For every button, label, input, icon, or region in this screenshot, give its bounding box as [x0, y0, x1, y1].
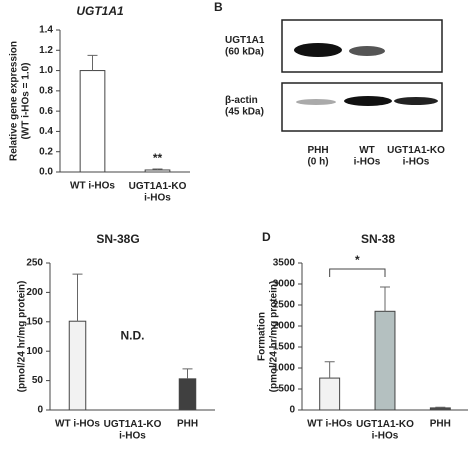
y-tick-label: 250 [26, 258, 43, 269]
chart-title: UGT1A1 [76, 4, 124, 18]
error-bar [324, 361, 335, 379]
y-tick-label: 1.4 [39, 25, 53, 36]
blot-panel: B [214, 0, 443, 132]
y-tick-label: 100 [26, 346, 43, 357]
band [296, 99, 336, 105]
y-axis-label: Relative gene expression [9, 41, 20, 161]
y-tick-label: 2000 [273, 321, 296, 332]
error-bar [72, 273, 83, 322]
x-tick-label: UGT1A1-KO i-HOs [129, 181, 187, 204]
blot-frame [281, 82, 443, 132]
blot-lane-label: WT i-HOs [354, 145, 381, 168]
annotation: * [355, 253, 360, 267]
error-bar [435, 406, 446, 408]
blot-lane-label: PHH (0 h) [307, 145, 328, 168]
blot-lane-label: UGT1A1-KO i-HOs [387, 145, 445, 168]
chart-title: SN-38 [361, 232, 395, 246]
y-tick-label: 1.0 [39, 65, 53, 76]
band [294, 43, 342, 57]
x-tick-label: PHH [430, 419, 451, 430]
y-axis-label: (WT i-HOs = 1.0) [21, 63, 32, 140]
y-tick-label: 0.4 [39, 126, 53, 137]
y-tick-label: 0 [289, 405, 295, 416]
blot-row-label: UGT1A1 (60 kDa) [225, 35, 265, 58]
y-tick-label: 1000 [273, 363, 296, 374]
y-tick-label: 50 [32, 375, 44, 386]
blot-row-label: β-actin (45 kDa) [225, 95, 264, 118]
annotation: N.D. [121, 329, 145, 343]
y-tick-label: 3500 [273, 258, 296, 269]
x-tick-label: WT i-HOs [55, 419, 100, 430]
x-tick-label: WT i-HOs [70, 181, 115, 192]
error-bar [182, 368, 193, 379]
y-tick-label: 0.8 [39, 85, 53, 96]
bar [144, 169, 171, 173]
bar [319, 377, 341, 411]
y-tick-label: 200 [26, 287, 43, 298]
y-tick-label: 0.0 [39, 167, 53, 178]
chart-title: SN-38G [96, 232, 139, 246]
y-axis-label: Formation [257, 312, 268, 361]
y-tick-label: 500 [278, 384, 295, 395]
y-tick-label: 150 [26, 316, 43, 327]
y-tick-label: 0.2 [39, 146, 53, 157]
significance-bracket [329, 268, 386, 277]
y-axis-label: (pmol/24 hr/mg protein) [17, 281, 28, 393]
x-tick-label: WT i-HOs [307, 419, 352, 430]
y-tick-label: 1500 [273, 342, 296, 353]
error-bar [87, 54, 98, 71]
y-axis-label: (pmol/24 hr/mg protein) [269, 281, 280, 393]
panel-label: D [262, 230, 271, 244]
y-tick-label: 1.2 [39, 45, 53, 56]
panel-label: B [214, 0, 223, 14]
bar [178, 378, 197, 411]
x-tick-label: UGT1A1-KO i-HOs [356, 419, 414, 442]
annotation: ** [153, 151, 163, 165]
y-tick-label: 3000 [273, 279, 296, 290]
bar [374, 310, 396, 411]
x-tick-label: PHH [177, 419, 198, 430]
bar [429, 407, 451, 411]
y-tick-label: 0 [37, 405, 43, 416]
bar [79, 70, 106, 173]
y-tick-label: 0.6 [39, 106, 53, 117]
band [394, 97, 438, 105]
error-bar [152, 168, 163, 170]
x-tick-label: UGT1A1-KO i-HOs [104, 419, 162, 442]
band [349, 46, 385, 56]
error-bar [380, 286, 390, 312]
band [344, 96, 392, 106]
y-tick-label: 2500 [273, 300, 296, 311]
bar [68, 320, 87, 411]
